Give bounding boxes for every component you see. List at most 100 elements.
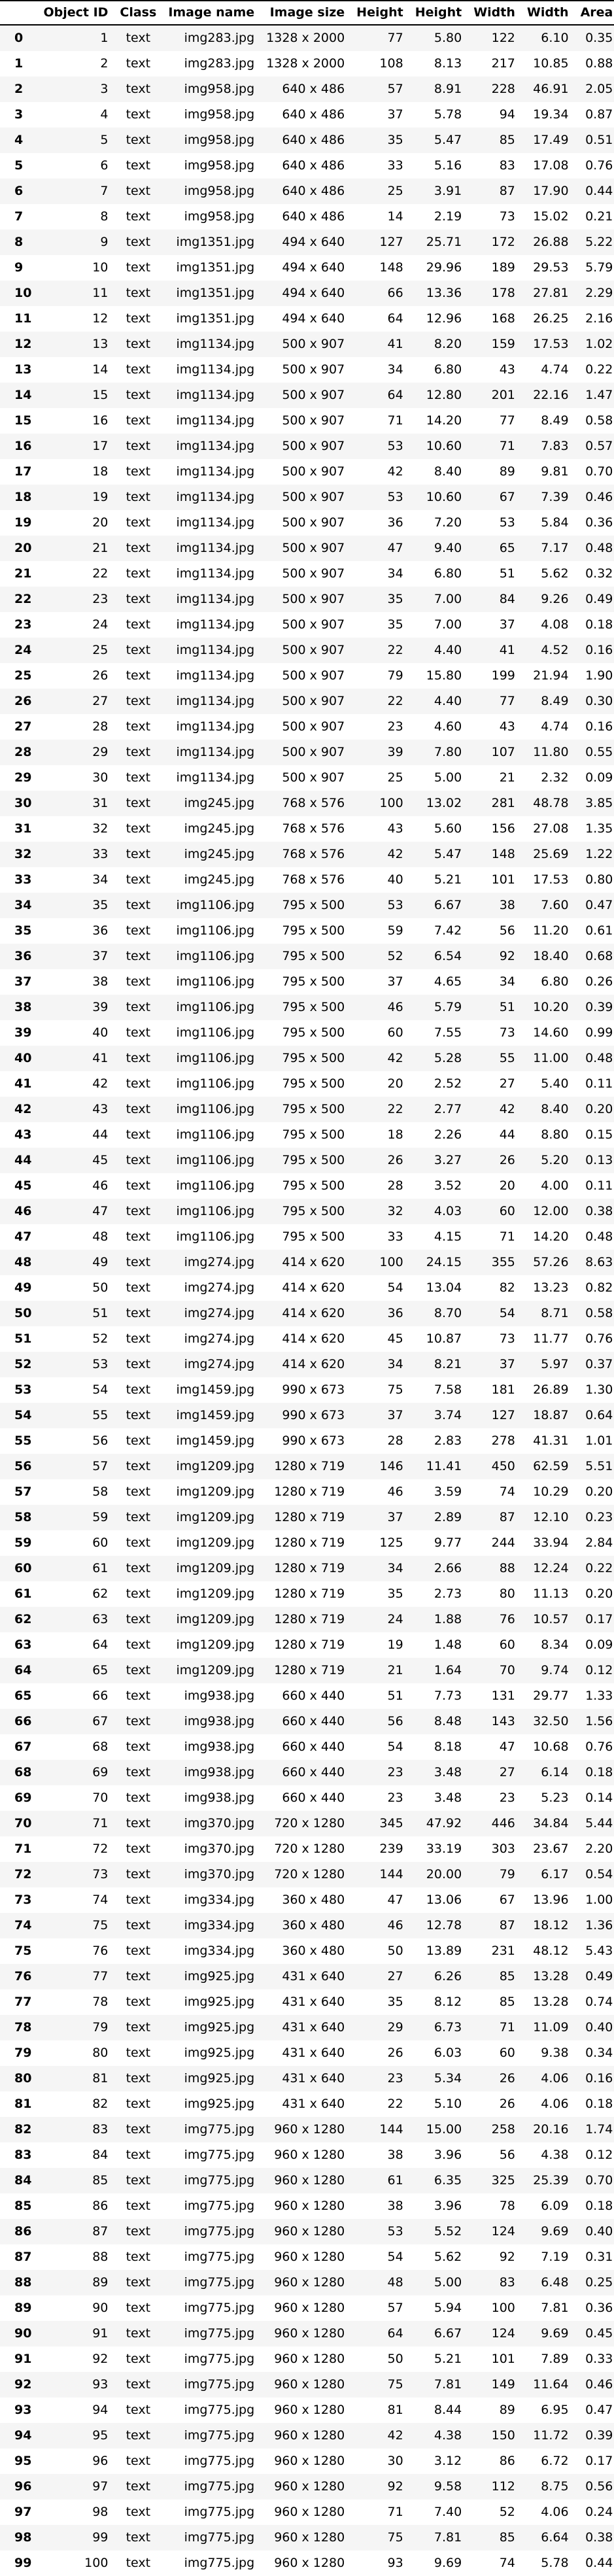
- image-size-cell: 795 x 500: [282, 1102, 345, 1116]
- width-pct-cell: 27.81: [533, 286, 569, 300]
- image-name-cell: img1106.jpg: [176, 949, 255, 963]
- image-name-cell: img1106.jpg: [176, 1000, 255, 1014]
- height-px-cell: 23: [387, 2071, 403, 2086]
- height-pct-cell: 6.67: [434, 898, 462, 912]
- image-name-cell: img283.jpg: [184, 56, 255, 71]
- table-row: 65 66 text img938.jpg 660 x 440 51 7.73 131 29.7…: [0, 1683, 614, 1709]
- height-pct-cell: 9.58: [434, 2479, 462, 2494]
- image-size-cell: 795 x 500: [282, 1000, 345, 1014]
- height-pct-cell: 7.58: [434, 1382, 462, 1397]
- area-cell: 1.90: [585, 668, 613, 683]
- table-row: 85 86 text img775.jpg 960 x 1280 38 3.96 78 6.09…: [0, 2193, 614, 2219]
- image-size-cell: 960 x 1280: [274, 2377, 345, 2392]
- image-size-cell: 431 x 640: [282, 2046, 345, 2060]
- table-row: 15 16 text img1134.jpg 500 x 907 71 14.20 77 8.4…: [0, 408, 614, 434]
- area-cell: 0.99: [585, 1025, 613, 1040]
- image-name-cell: img938.jpg: [184, 1765, 255, 1779]
- object-id-cell: 12: [92, 311, 109, 326]
- area-cell: 0.74: [585, 1995, 613, 2009]
- width-pct-cell: 6.48: [541, 2275, 569, 2290]
- object-id-cell: 3: [100, 82, 109, 96]
- height-px-cell: 52: [387, 949, 403, 963]
- area-cell: 0.48: [585, 1051, 613, 1065]
- object-id-cell: 1: [100, 31, 109, 45]
- height-px-cell: 32: [387, 1204, 403, 1218]
- height-px-cell: 50: [387, 2352, 403, 2366]
- width-pct-cell: 57.26: [533, 1255, 569, 1269]
- object-id-cell: 43: [92, 1102, 109, 1116]
- area-cell: 0.36: [585, 2301, 613, 2315]
- class-cell: text: [126, 872, 151, 887]
- image-size-cell: 768 x 576: [282, 847, 345, 861]
- area-cell: 0.44: [585, 184, 613, 198]
- image-name-cell: img1209.jpg: [176, 1587, 255, 1601]
- width-px-cell: 189: [491, 260, 515, 275]
- table-row: 95 96 text img775.jpg 960 x 1280 30 3.12 86 6.72…: [0, 2448, 614, 2474]
- image-name-cell: img1134.jpg: [176, 745, 255, 759]
- area-cell: 0.23: [585, 1510, 613, 1524]
- class-cell: text: [126, 1867, 151, 1881]
- table-row: 71 72 text img370.jpg 720 x 1280 239 33.19 303 2…: [0, 1836, 614, 1862]
- height-px-cell: 28: [387, 1178, 403, 1193]
- table-row: 66 67 text img938.jpg 660 x 440 56 8.48 143 32.5…: [0, 1709, 614, 1734]
- image-name-cell: img775.jpg: [184, 2530, 255, 2545]
- row-index: 26: [14, 694, 32, 708]
- class-cell: text: [126, 1127, 151, 1142]
- object-id-cell: 54: [92, 1382, 109, 1397]
- table-row: 22 23 text img1134.jpg 500 x 907 35 7.00 84 9.26…: [0, 587, 614, 612]
- table-row: 26 27 text img1134.jpg 500 x 907 22 4.40 77 8.49…: [0, 689, 614, 714]
- row-index: 99: [14, 2556, 32, 2570]
- class-cell: text: [126, 1306, 151, 1320]
- width-px-cell: 56: [499, 923, 515, 938]
- row-index: 46: [14, 1204, 32, 1218]
- table-row: 52 53 text img274.jpg 414 x 620 34 8.21 37 5.97 0…: [0, 1352, 614, 1377]
- height-px-cell: 64: [387, 311, 403, 326]
- image-name-cell: img1134.jpg: [176, 541, 255, 555]
- height-pct-cell: 25.71: [426, 235, 462, 249]
- area-cell: 0.24: [585, 2505, 613, 2519]
- width-px-cell: 83: [499, 158, 515, 173]
- image-size-cell: 795 x 500: [282, 1025, 345, 1040]
- class-cell: text: [126, 1408, 151, 1422]
- area-cell: 2.84: [585, 1536, 613, 1550]
- height-px-cell: 41: [387, 337, 403, 351]
- image-size-cell: 500 x 907: [282, 770, 345, 785]
- image-name-cell: img1134.jpg: [176, 643, 255, 657]
- width-pct-cell: 5.23: [541, 1791, 569, 1805]
- class-cell: text: [126, 1791, 151, 1805]
- table-row: 2 3 text img958.jpg 640 x 486 57 8.91 228 46.91 2…: [0, 77, 614, 102]
- row-index: 62: [14, 1612, 32, 1626]
- object-id-cell: 94: [92, 2403, 109, 2417]
- area-cell: 0.55: [585, 745, 613, 759]
- image-size-cell: 660 x 440: [282, 1714, 345, 1728]
- image-size-cell: 1280 x 719: [274, 1510, 345, 1524]
- height-pct-cell: 8.48: [434, 1714, 462, 1728]
- row-index: 11: [14, 311, 32, 326]
- image-name-cell: img958.jpg: [184, 107, 255, 122]
- area-cell: 0.25: [585, 2275, 613, 2290]
- width-pct-cell: 19.34: [533, 107, 569, 122]
- table-row: 0 1 text img283.jpg 1328 x 2000 77 5.80 122 6.10…: [0, 25, 614, 51]
- class-cell: text: [126, 2301, 151, 2315]
- table-row: 58 59 text img1209.jpg 1280 x 719 37 2.89 87 12.…: [0, 1505, 614, 1530]
- width-pct-cell: 11.00: [533, 1051, 569, 1065]
- image-size-cell: 1280 x 719: [274, 1536, 345, 1550]
- class-cell: text: [126, 2505, 151, 2519]
- width-pct-cell: 26.88: [533, 235, 569, 249]
- height-pct-cell: 8.44: [434, 2403, 462, 2417]
- width-px-cell: 217: [491, 56, 515, 71]
- row-index: 89: [14, 2301, 32, 2315]
- table-row: 36 37 text img1106.jpg 795 x 500 52 6.54 92 18.4…: [0, 944, 614, 969]
- width-px-cell: 258: [491, 2122, 515, 2137]
- header-height-px: Height: [350, 1, 409, 26]
- class-cell: text: [126, 1229, 151, 1244]
- area-cell: 0.36: [585, 515, 613, 530]
- object-id-cell: 48: [92, 1229, 109, 1244]
- area-cell: 1.02: [585, 337, 613, 351]
- table-row: 18 19 text img1134.jpg 500 x 907 53 10.60 67 7.3…: [0, 485, 614, 510]
- height-pct-cell: 5.60: [434, 821, 462, 836]
- object-id-cell: 95: [92, 2428, 109, 2443]
- table-row: 87 88 text img775.jpg 960 x 1280 54 5.62 92 7.19…: [0, 2244, 614, 2270]
- height-pct-cell: 3.74: [434, 1408, 462, 1422]
- height-pct-cell: 14.20: [426, 413, 462, 428]
